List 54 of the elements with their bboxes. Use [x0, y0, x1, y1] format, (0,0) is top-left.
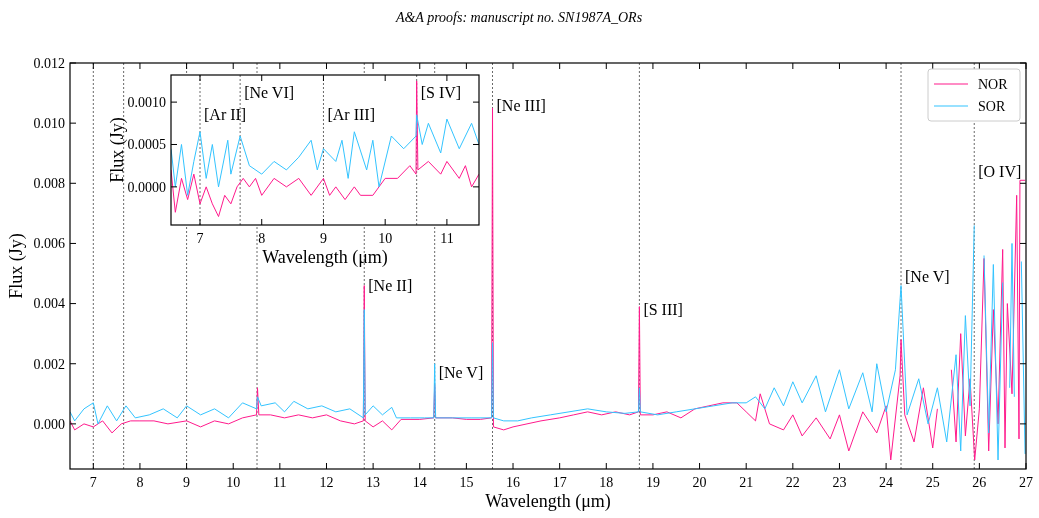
y-tick-label: 0.012	[33, 55, 65, 71]
legend-label: SOR	[978, 98, 1006, 114]
x-tick-label: 24	[879, 475, 894, 490]
x-tick-label: 13	[366, 475, 381, 490]
x-axis-title: Wavelength (μm)	[485, 491, 611, 512]
x-tick-label: 8	[258, 231, 266, 246]
x-tick-label: 25	[925, 475, 940, 490]
y-tick-label: 0.004	[33, 296, 65, 312]
x-tick-label: 7	[196, 231, 204, 246]
y-axis-title: Flux (Jy)	[6, 233, 28, 299]
y-tick-label: 0.0010	[127, 95, 166, 111]
annotation: [Ne V]	[905, 268, 950, 286]
x-tick-label: 12	[319, 475, 334, 490]
y-tick-label: 0.006	[33, 236, 65, 252]
x-tick-label: 8	[136, 475, 144, 490]
x-tick-label: 9	[319, 231, 327, 246]
y-tick-label: 0.010	[33, 116, 65, 132]
x-tick-label: 15	[459, 475, 474, 490]
legend-label: NOR	[978, 76, 1009, 92]
x-tick-label: 22	[785, 475, 800, 490]
line-series	[171, 80, 479, 218]
y-tick-label: 0.002	[33, 356, 65, 372]
x-tick-label: 20	[692, 475, 707, 490]
x-axis-title: Wavelength (μm)	[262, 247, 388, 268]
y-axis-title: Flux (Jy)	[107, 117, 129, 183]
x-tick-label: 27	[1019, 475, 1033, 490]
x-tick-label: 18	[599, 475, 614, 490]
x-tick-label: 9	[183, 475, 191, 490]
x-tick-label: 10	[378, 231, 393, 246]
annotation: [S III]	[643, 301, 683, 319]
x-tick-label: 11	[440, 231, 454, 246]
x-tick-label: 10	[226, 475, 241, 490]
annotation: [Ne VI]	[244, 83, 295, 101]
x-tick-label: 17	[552, 475, 567, 490]
annotation: [Ne II]	[368, 277, 413, 295]
x-tick-label: 16	[506, 475, 521, 490]
x-tick-label: 11	[273, 475, 287, 490]
chart-title: A&A proofs: manuscript no. SN1987A_ORs	[394, 10, 643, 25]
x-tick-label: 7	[89, 475, 97, 490]
x-tick-label: 14	[412, 475, 427, 490]
x-tick-label: 23	[832, 475, 847, 490]
y-tick-label: 0.0005	[127, 137, 166, 153]
y-tick-label: 0.000	[33, 416, 65, 432]
x-tick-label: 19	[645, 475, 660, 490]
annotation: [Ar III]	[327, 106, 375, 124]
x-tick-label: 26	[972, 475, 987, 490]
annotation: [S IV]	[420, 83, 462, 101]
x-tick-label: 21	[739, 475, 754, 490]
annotation: [O IV]	[978, 162, 1022, 180]
annotation: [Ar II]	[204, 106, 247, 124]
annotation: [Ne III]	[496, 96, 546, 114]
annotation: [Ne V]	[438, 364, 484, 382]
y-tick-label: 0.008	[33, 176, 65, 192]
y-tick-label: 0.0000	[127, 179, 166, 195]
